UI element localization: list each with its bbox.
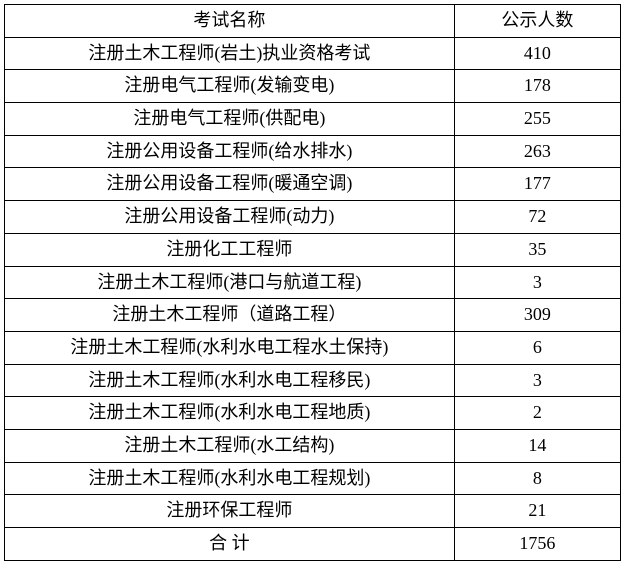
row-count: 177 bbox=[454, 168, 620, 201]
table-row: 注册环保工程师21 bbox=[5, 495, 621, 528]
row-count: 2 bbox=[454, 397, 620, 430]
row-name: 注册土木工程师(水利水电工程移民) bbox=[5, 364, 455, 397]
table-row: 注册土木工程师(水工结构)14 bbox=[5, 429, 621, 462]
table-row: 注册土木工程师(水利水电工程移民)3 bbox=[5, 364, 621, 397]
table-row: 注册土木工程师(港口与航道工程)3 bbox=[5, 266, 621, 299]
row-name: 注册土木工程师(水利水电工程地质) bbox=[5, 397, 455, 430]
row-count: 35 bbox=[454, 233, 620, 266]
row-count: 72 bbox=[454, 201, 620, 234]
row-name: 注册公用设备工程师(给水排水) bbox=[5, 135, 455, 168]
table-row: 注册土木工程师(水利水电工程水土保持)6 bbox=[5, 331, 621, 364]
row-count: 410 bbox=[454, 37, 620, 70]
row-count: 309 bbox=[454, 299, 620, 332]
row-name: 注册公用设备工程师(暖通空调) bbox=[5, 168, 455, 201]
row-name: 注册土木工程师(港口与航道工程) bbox=[5, 266, 455, 299]
row-name: 注册土木工程师(水利水电工程水土保持) bbox=[5, 331, 455, 364]
row-name: 注册电气工程师(供配电) bbox=[5, 103, 455, 136]
row-count: 3 bbox=[454, 266, 620, 299]
row-count: 263 bbox=[454, 135, 620, 168]
table-row: 注册电气工程师(供配电)255 bbox=[5, 103, 621, 136]
table-row: 注册土木工程师（道路工程）309 bbox=[5, 299, 621, 332]
row-name: 注册公用设备工程师(动力) bbox=[5, 201, 455, 234]
row-name: 注册环保工程师 bbox=[5, 495, 455, 528]
row-count: 255 bbox=[454, 103, 620, 136]
row-name: 注册土木工程师（道路工程） bbox=[5, 299, 455, 332]
table-row: 注册土木工程师(水利水电工程规划)8 bbox=[5, 462, 621, 495]
row-name: 注册化工工程师 bbox=[5, 233, 455, 266]
footer-total: 1756 bbox=[454, 528, 620, 561]
row-count: 8 bbox=[454, 462, 620, 495]
table-row: 注册化工工程师35 bbox=[5, 233, 621, 266]
table-row: 注册土木工程师(岩土)执业资格考试410 bbox=[5, 37, 621, 70]
row-name: 注册电气工程师(发输变电) bbox=[5, 70, 455, 103]
row-name: 注册土木工程师(水利水电工程规划) bbox=[5, 462, 455, 495]
table-footer-row: 合 计 1756 bbox=[5, 528, 621, 561]
table-row: 注册电气工程师(发输变电)178 bbox=[5, 70, 621, 103]
table-body: 注册土木工程师(岩土)执业资格考试410注册电气工程师(发输变电)178注册电气… bbox=[5, 37, 621, 527]
footer-label: 合 计 bbox=[5, 528, 455, 561]
table-row: 注册土木工程师(水利水电工程地质)2 bbox=[5, 397, 621, 430]
row-name: 注册土木工程师(水工结构) bbox=[5, 429, 455, 462]
row-name: 注册土木工程师(岩土)执业资格考试 bbox=[5, 37, 455, 70]
row-count: 14 bbox=[454, 429, 620, 462]
header-count: 公示人数 bbox=[454, 5, 620, 38]
table-header-row: 考试名称 公示人数 bbox=[5, 5, 621, 38]
table-row: 注册公用设备工程师(暖通空调)177 bbox=[5, 168, 621, 201]
table-row: 注册公用设备工程师(给水排水)263 bbox=[5, 135, 621, 168]
table-row: 注册公用设备工程师(动力)72 bbox=[5, 201, 621, 234]
row-count: 6 bbox=[454, 331, 620, 364]
row-count: 178 bbox=[454, 70, 620, 103]
exam-count-table: 考试名称 公示人数 注册土木工程师(岩土)执业资格考试410注册电气工程师(发输… bbox=[4, 4, 621, 561]
header-name: 考试名称 bbox=[5, 5, 455, 38]
row-count: 21 bbox=[454, 495, 620, 528]
row-count: 3 bbox=[454, 364, 620, 397]
